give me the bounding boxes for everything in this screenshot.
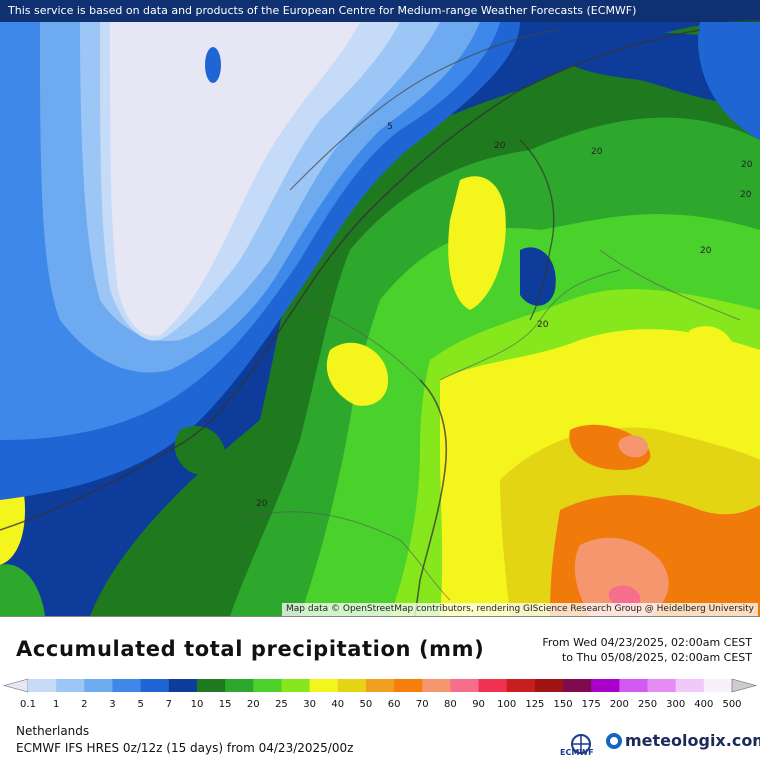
colorbar-tick-label: 60 <box>388 699 401 710</box>
colorbar-arrow-left <box>2 678 29 693</box>
colorbar-tick-label: 200 <box>610 699 629 710</box>
time-range-from: From Wed 04/23/2025, 02:00am CEST <box>542 636 752 649</box>
colorbar-swatch <box>619 679 649 692</box>
precip-blob-sea <box>205 47 221 83</box>
precip-ne-sea <box>698 22 760 140</box>
meteologix-label: meteologix.com <box>625 731 760 750</box>
colorbar-tick-label: 90 <box>472 699 485 710</box>
colorbar-swatch <box>591 679 620 692</box>
colorbar-tick-label: 40 <box>331 699 344 710</box>
contour-label: 20 <box>700 246 712 256</box>
colorbar-swatch <box>196 679 226 692</box>
colorbar-tick-label: 100 <box>497 699 516 710</box>
colorbar-swatch <box>56 679 85 692</box>
colorbar-swatch <box>506 679 536 692</box>
precip-streak-2 <box>326 342 389 406</box>
border-north <box>519 139 555 321</box>
border-inner-2 <box>299 299 421 381</box>
colorbar-swatch <box>309 679 339 692</box>
colorbar-tick-label: 10 <box>191 699 204 710</box>
colorbar-swatch <box>365 679 395 692</box>
colorbar-tick-label: 150 <box>553 699 572 710</box>
colorbar-tick-label: 7 <box>166 699 172 710</box>
border-west <box>414 379 448 616</box>
precip-01-1 <box>110 22 360 336</box>
precip-streak-3 <box>684 326 736 375</box>
colorbar-tick-label: 20 <box>247 699 260 710</box>
contour-label: 20 <box>494 141 506 151</box>
border-inner-4 <box>239 511 451 601</box>
precipitation-map[interactable]: 5 20 20 20 20 20 20 20 This service is b… <box>0 0 760 616</box>
colorbar-tick-label: 1 <box>53 699 59 710</box>
contour-label: 5 <box>387 122 393 132</box>
border-inner-1 <box>439 269 621 381</box>
ecmwf-logo-icon <box>571 734 591 754</box>
colorbar-tick-label: 3 <box>109 699 115 710</box>
ecmwf-banner: This service is based on data and produc… <box>0 0 760 22</box>
ecmwf-logo-text: ECMWF <box>560 748 594 757</box>
colorbar-swatch <box>84 679 113 692</box>
contour-5 <box>289 29 561 191</box>
colorbar-tick-label: 0.1 <box>20 699 36 710</box>
colorbar-swatch <box>647 679 677 692</box>
precip-dark-patch-3 <box>174 426 226 475</box>
time-range-to: to Thu 05/08/2025, 02:00am CEST <box>561 651 752 664</box>
colorbar-tick-label: 400 <box>694 699 713 710</box>
colorbar-tick-label: 50 <box>360 699 373 710</box>
precip-spot-salmon <box>618 435 649 458</box>
precip-70-80 <box>574 537 669 616</box>
map-canvas: 5 20 20 20 20 20 20 20 <box>0 0 760 616</box>
colorbar-tick-label: 80 <box>444 699 457 710</box>
model-info: ECMWF IFS HRES 0z/12z (15 days) from 04/… <box>16 741 354 755</box>
colorbar-swatch <box>703 679 733 692</box>
chart-title: Accumulated total precipitation (mm) <box>16 637 485 661</box>
contour-label: 20 <box>741 160 753 170</box>
colorbar-tick-label: 5 <box>137 699 143 710</box>
colorbar-tick-label: 70 <box>416 699 429 710</box>
colorbar-swatch <box>422 679 451 692</box>
time-range: From Wed 04/23/2025, 02:00am CEST to Thu… <box>542 635 752 665</box>
colorbar-tick-label: 15 <box>219 699 232 710</box>
colorbar-swatch <box>337 679 367 692</box>
colorbar-tick-label: 500 <box>722 699 741 710</box>
colorbar-arrow-right <box>731 678 758 693</box>
border-inner-3 <box>599 249 741 321</box>
colorbar-tick-label: 125 <box>525 699 544 710</box>
colorbar-swatch <box>140 679 170 692</box>
region-name: Netherlands <box>16 724 90 738</box>
colorbar-swatch <box>394 679 423 692</box>
precip-left-green <box>0 564 45 616</box>
colorbar-tick-label: 30 <box>303 699 316 710</box>
meteologix-logo[interactable]: meteologix.com <box>606 731 760 750</box>
contour-label: 20 <box>740 190 752 200</box>
colorbar-swatch <box>168 679 198 692</box>
meteologix-icon <box>606 732 622 749</box>
map-attribution[interactable]: Map data © OpenStreetMap contributors, r… <box>282 603 758 616</box>
colorbar-swatch <box>28 679 57 692</box>
colorbar-tick-label: 175 <box>582 699 601 710</box>
colorbar-tick-label: 2 <box>81 699 87 710</box>
colorbar-swatch <box>112 679 142 692</box>
colorbar-swatch <box>253 679 282 692</box>
coastline <box>0 29 701 531</box>
colorbar-swatch <box>478 679 508 692</box>
contour-label: 20 <box>591 147 603 157</box>
contour-label: 20 <box>256 499 268 509</box>
colorbar-swatch <box>675 679 705 692</box>
legend-panel: Accumulated total precipitation (mm) Fro… <box>0 616 760 761</box>
colorbar-swatch <box>450 679 480 692</box>
colorbar-tick-label: 300 <box>666 699 685 710</box>
precip-dark-patch-1 <box>520 247 556 306</box>
precip-streak-1 <box>448 176 506 310</box>
colorbar-tick-label: 250 <box>638 699 657 710</box>
colorbar-swatch <box>281 679 311 692</box>
colorbar-swatch <box>534 679 564 692</box>
colorbar-swatch <box>563 679 592 692</box>
colorbar-swatch <box>225 679 254 692</box>
contour-label: 20 <box>537 320 549 330</box>
colorbar: 0.1 1 2 3 5 7 10 15 20 25 30 40 50 60 70 80 90 100 125 150 1… <box>2 678 758 710</box>
colorbar-tick-label: 25 <box>275 699 288 710</box>
